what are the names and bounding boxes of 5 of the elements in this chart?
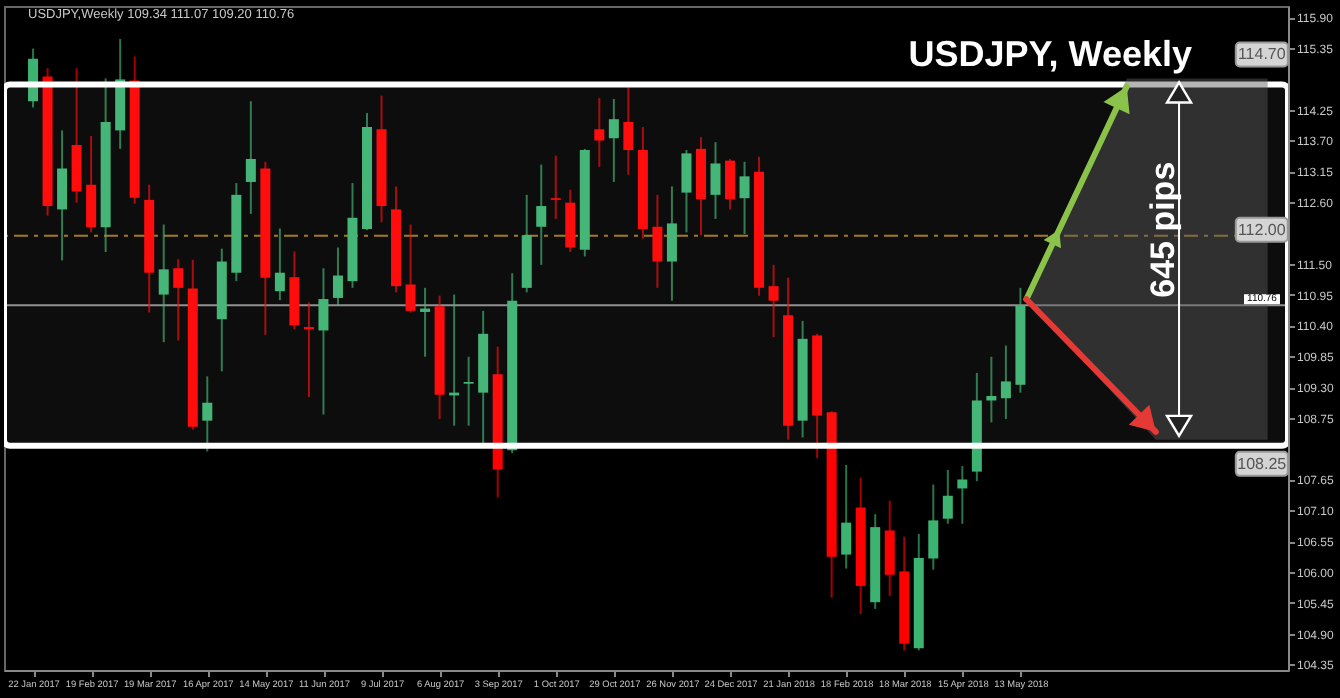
- text: USDJPY, Weekly: [908, 34, 1192, 74]
- price-tag: 114.70: [1234, 41, 1289, 68]
- price-tag: 112.00: [1234, 216, 1289, 243]
- price-tag: 108.25: [1234, 450, 1289, 477]
- annotation: 645 pips: [1144, 161, 1183, 298]
